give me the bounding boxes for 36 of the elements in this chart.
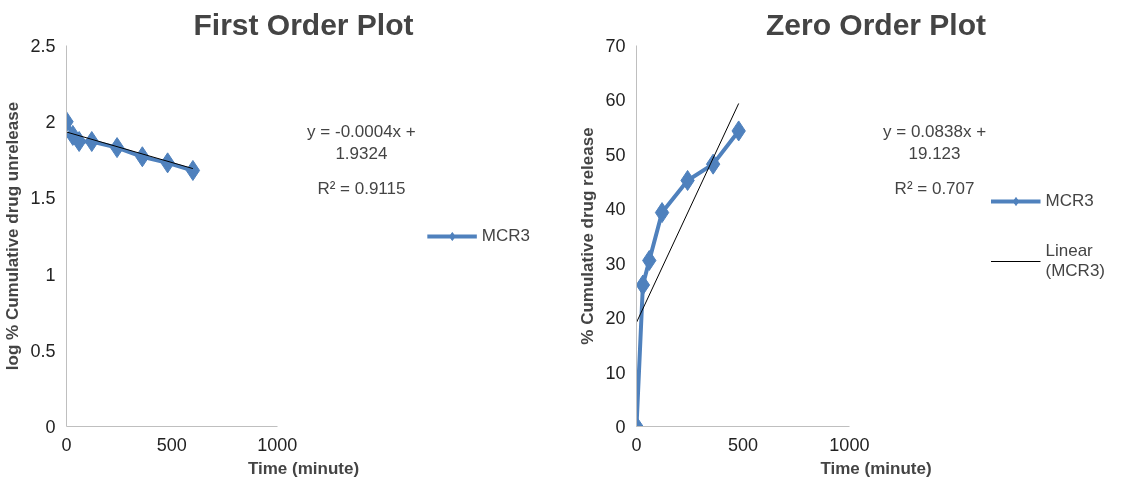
y-tick-label: 1: [45, 264, 56, 285]
x-axis-title: Time (minute): [247, 458, 360, 478]
legend-label: MCR3: [481, 225, 530, 246]
y-axis-title: % Cumulative drug release: [578, 127, 598, 345]
y-tick-label: 60: [605, 90, 626, 111]
text: y = -0.0004x + 1.9324: [307, 121, 416, 164]
x-tick-label: 500: [156, 434, 187, 455]
legend-label: MCR3: [1045, 190, 1094, 211]
point: [185, 159, 201, 181]
y-tick-label: 20: [605, 308, 626, 329]
y-tick-label: 40: [605, 199, 626, 220]
text: R² = 0.9115: [317, 178, 406, 198]
y-tick-label: 0.5: [30, 340, 56, 361]
y-tick-label: 10: [605, 362, 626, 383]
x-axis-title: Time (minute): [820, 458, 932, 478]
x-tick-label: 500: [727, 434, 758, 455]
y-tick-label: 70: [605, 36, 626, 56]
chart-title: Zero Order Plot: [765, 7, 987, 41]
y-tick-label: 0: [45, 417, 56, 437]
x-tick-label: 0: [631, 434, 642, 455]
y-tick-label: 50: [605, 144, 626, 165]
point: [71, 131, 87, 153]
x-tick-label: 1000: [829, 434, 870, 455]
chart-title: First Order Plot: [193, 7, 414, 41]
text: R² = 0.707: [894, 178, 975, 198]
x-tick-label: 0: [61, 434, 72, 455]
y-tick-label: 1.5: [30, 188, 56, 209]
y-tick-label: 2.5: [30, 36, 56, 56]
legend-label: Linear (MCR3): [1045, 240, 1105, 281]
y-tick-label: 0: [615, 417, 626, 437]
y-tick-label: 2: [45, 112, 56, 133]
point: [654, 202, 670, 224]
text: y = 0.0838x + 19.123: [883, 121, 987, 164]
y-axis-title: log % Cumulative drug unrelease: [3, 101, 23, 371]
y-tick-label: 30: [605, 253, 626, 274]
x-tick-label: 1000: [257, 434, 298, 455]
